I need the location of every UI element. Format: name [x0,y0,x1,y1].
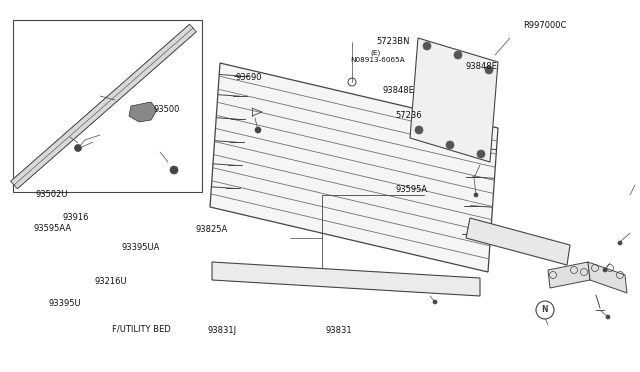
Circle shape [618,241,622,245]
Text: F/UTILITY BED: F/UTILITY BED [112,325,171,334]
Polygon shape [410,38,498,162]
Circle shape [433,300,437,304]
Polygon shape [466,218,570,265]
Text: R997000C: R997000C [524,21,567,30]
Text: 93690: 93690 [236,73,262,82]
Text: 57236: 57236 [396,111,422,120]
Bar [13,20,202,192]
Text: 93848E: 93848E [383,86,415,95]
Circle shape [423,42,431,50]
Circle shape [606,315,610,319]
Circle shape [536,301,554,319]
Text: 93848E: 93848E [466,62,498,71]
Circle shape [74,144,81,151]
Polygon shape [210,63,498,272]
Text: 93831J: 93831J [208,326,237,335]
Circle shape [485,66,493,74]
Circle shape [415,126,423,134]
Polygon shape [588,262,627,293]
Circle shape [454,51,462,59]
Circle shape [170,166,178,174]
Text: 5723BN: 5723BN [376,37,410,46]
Circle shape [603,268,607,272]
Circle shape [477,150,485,158]
Text: 93502U: 93502U [35,190,68,199]
Text: 93500: 93500 [154,105,180,114]
Circle shape [255,127,261,133]
Text: 93595AA: 93595AA [33,224,72,233]
Circle shape [446,141,454,149]
Polygon shape [212,262,480,296]
Circle shape [474,193,478,197]
Text: 93916: 93916 [63,213,89,222]
Text: N08913-6065A: N08913-6065A [351,57,406,63]
Text: (E): (E) [370,50,380,57]
Text: N: N [541,305,548,314]
Text: 93395U: 93395U [48,299,81,308]
Text: 93825A: 93825A [195,225,227,234]
Text: 93831: 93831 [325,326,352,335]
Text: 93216U: 93216U [95,278,127,286]
Polygon shape [548,262,590,288]
Polygon shape [11,24,196,189]
Text: 93595A: 93595A [396,185,428,194]
Text: 93395UA: 93395UA [122,243,160,252]
Polygon shape [129,102,157,122]
